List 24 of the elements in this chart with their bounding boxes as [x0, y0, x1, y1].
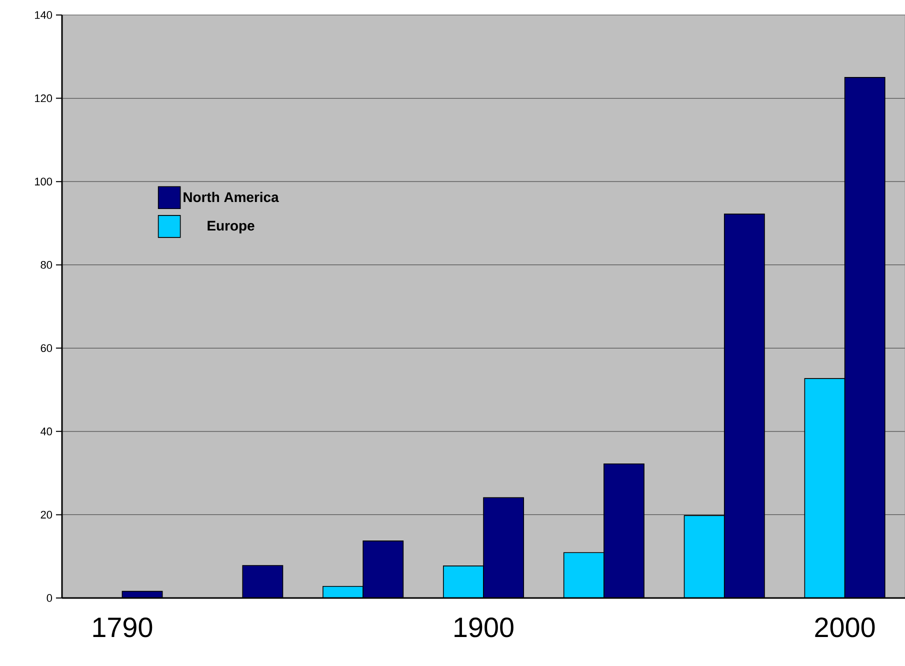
bar: [724, 214, 765, 598]
bar: [443, 566, 484, 598]
y-tick-label: 20: [40, 510, 52, 519]
legend-label: Europe: [208, 220, 254, 234]
x-tick-label: 1790: [93, 618, 152, 638]
bar: [804, 378, 846, 598]
y-tick-label: 120: [35, 94, 52, 102]
bar: [242, 565, 284, 598]
y-tick-label: 0: [46, 594, 52, 602]
bar: [844, 77, 886, 598]
y-tick-label: 60: [40, 344, 52, 352]
bar: [563, 552, 604, 598]
y-tick-label: 80: [40, 260, 52, 269]
y-tick-label: 100: [35, 178, 52, 186]
y-tick-label: 40: [40, 428, 52, 436]
bar: [362, 540, 404, 598]
x-tick-label: 1900: [454, 618, 514, 638]
bar: [322, 586, 364, 598]
bar: [684, 515, 725, 598]
y-tick-label: 140: [35, 11, 52, 19]
legend-label: North America: [184, 192, 279, 202]
x-tick-label: 2000: [815, 618, 875, 638]
bar: [483, 497, 524, 598]
bar: [604, 464, 644, 598]
